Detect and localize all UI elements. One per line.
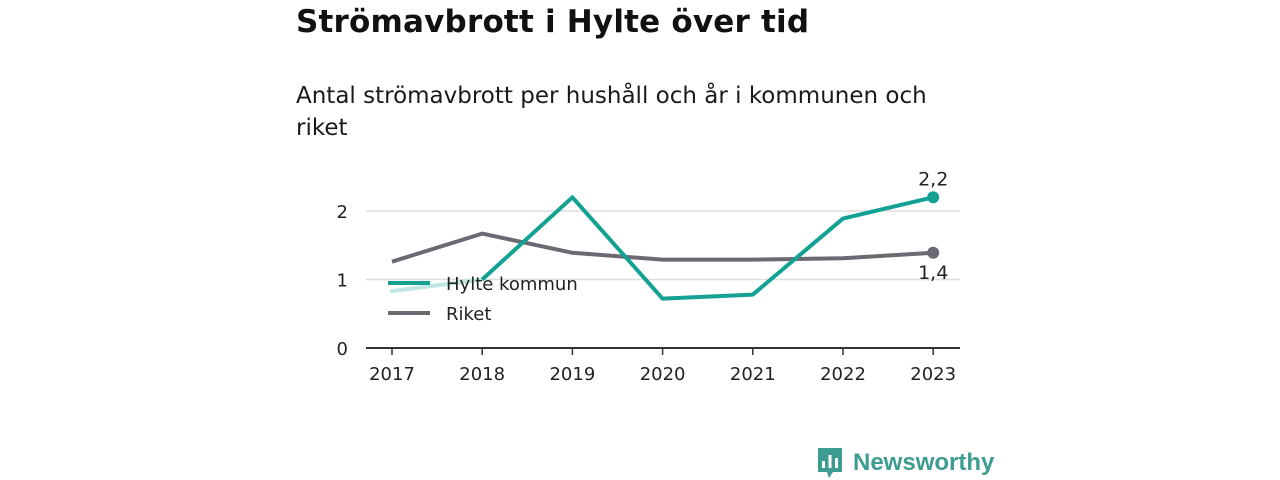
x-tick-label: 2023 bbox=[910, 364, 956, 385]
line-chart: 0 1 2 2017 2018 2019 2020 2021 2022 2023 Hylte k… bbox=[337, 168, 960, 385]
newsworthy-logo-icon bbox=[818, 448, 842, 478]
x-tick-label: 2021 bbox=[730, 364, 776, 385]
brand-logo: Newsworthy bbox=[816, 446, 994, 480]
series-line-hylte-faded bbox=[390, 277, 485, 294]
legend-label: Hylte kommun bbox=[446, 274, 578, 295]
chart-title: Strömavbrott i Hylte över tid bbox=[296, 4, 810, 40]
end-label-hylte: 2,2 bbox=[918, 168, 948, 190]
series-lines bbox=[390, 195, 934, 301]
y-tick-label: 2 bbox=[337, 202, 348, 223]
x-tick-label: 2020 bbox=[640, 364, 686, 385]
y-tick-label: 0 bbox=[337, 339, 348, 360]
x-tick-label: 2018 bbox=[459, 364, 505, 385]
y-tick-label: 1 bbox=[337, 271, 348, 292]
chart-container: Strömavbrott i Hylte över tid Antal strö… bbox=[296, 0, 994, 480]
gridlines bbox=[366, 210, 960, 281]
x-tick-label: 2022 bbox=[820, 364, 866, 385]
chart-subtitle: Antal strömavbrott per hushåll och år i … bbox=[296, 83, 927, 141]
end-marker-riket bbox=[927, 246, 940, 259]
legend: Hylte kommun Riket bbox=[388, 274, 578, 325]
x-tick-label: 2019 bbox=[549, 364, 595, 385]
legend-label: Riket bbox=[446, 304, 491, 325]
y-axis: 0 1 2 bbox=[337, 202, 348, 360]
x-tick-label: 2017 bbox=[369, 364, 415, 385]
brand-name: Newsworthy bbox=[853, 449, 995, 476]
x-axis: 2017 2018 2019 2020 2021 2022 2023 bbox=[366, 347, 960, 385]
series-line-hylte bbox=[480, 195, 934, 301]
end-marker-hylte bbox=[927, 191, 940, 204]
end-label-riket: 1,4 bbox=[918, 262, 948, 284]
series-line-riket bbox=[391, 231, 934, 264]
end-labels: 2,2 1,4 bbox=[918, 168, 948, 283]
